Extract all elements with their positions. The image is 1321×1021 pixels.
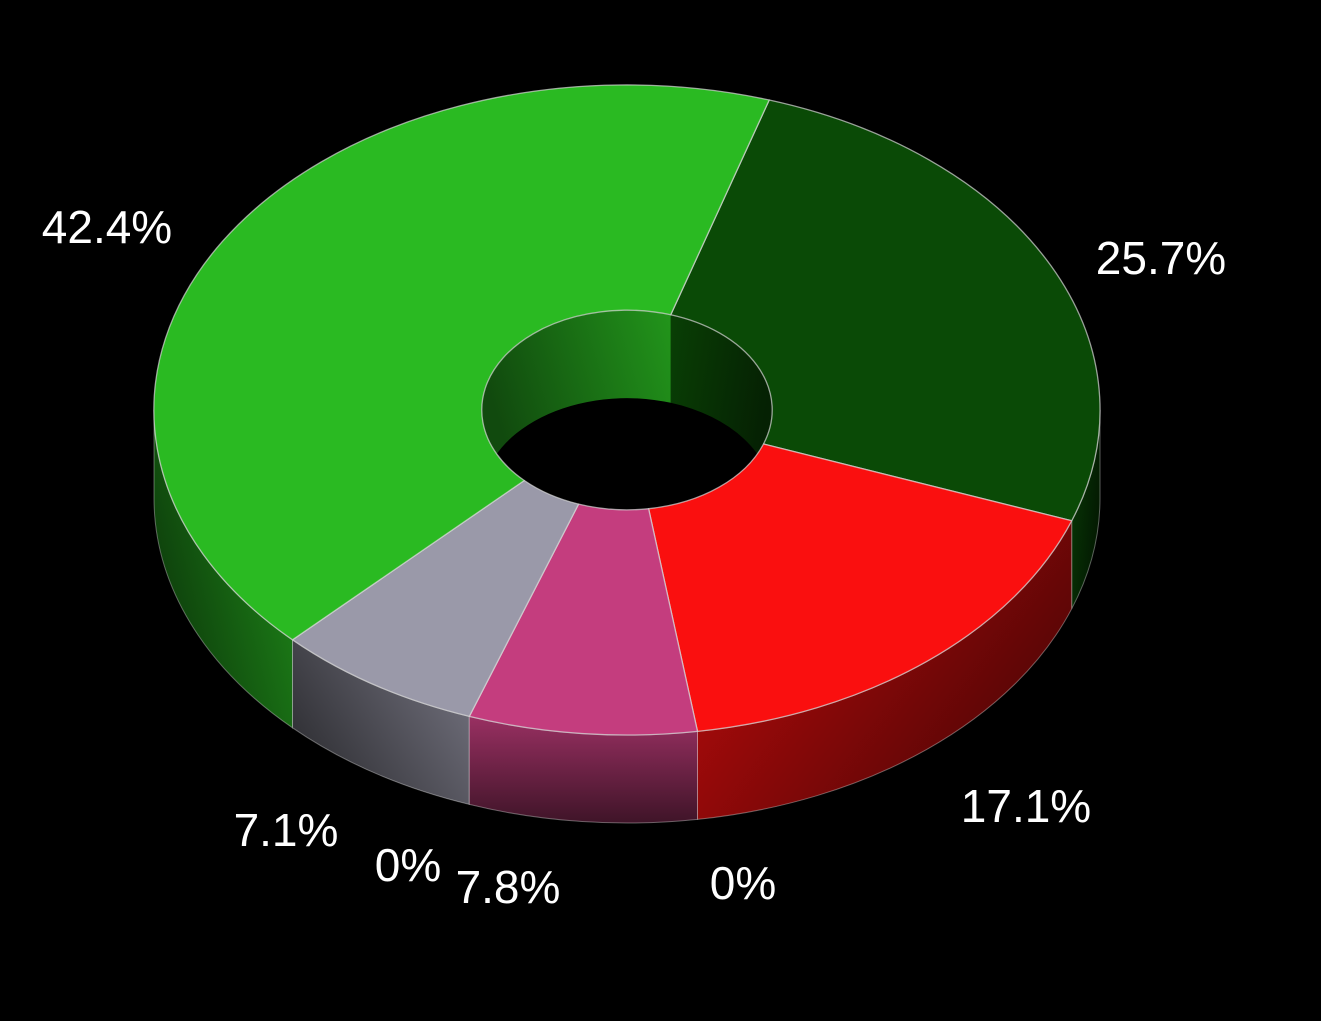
inner-hole-wall — [481, 310, 773, 498]
slice-label-6: 42.4% — [42, 201, 172, 253]
pie-slice-6 — [153, 84, 770, 641]
pie-slice-3 — [468, 503, 699, 736]
slice-label-3: 7.8% — [456, 861, 561, 913]
slice-labels: 25.7% 17.1% 0% 7.8% 0% 7.1% 42.4% — [42, 201, 1226, 913]
slice-label-4: 0% — [375, 839, 441, 891]
slice-label-0: 25.7% — [1096, 232, 1226, 284]
pie-slice-5 — [291, 479, 580, 718]
pie-slice-1 — [647, 443, 1073, 733]
slice-label-2: 0% — [710, 857, 776, 909]
pie-slice-0 — [670, 99, 1101, 522]
pie-top-surfaces — [153, 84, 1101, 736]
inner-wall-segment-6 — [481, 310, 671, 498]
inner-wall-segment-0 — [670, 314, 773, 498]
outer-walls — [153, 409, 1101, 824]
slice-label-5: 7.1% — [234, 804, 339, 856]
slice-label-1: 17.1% — [961, 780, 1091, 832]
